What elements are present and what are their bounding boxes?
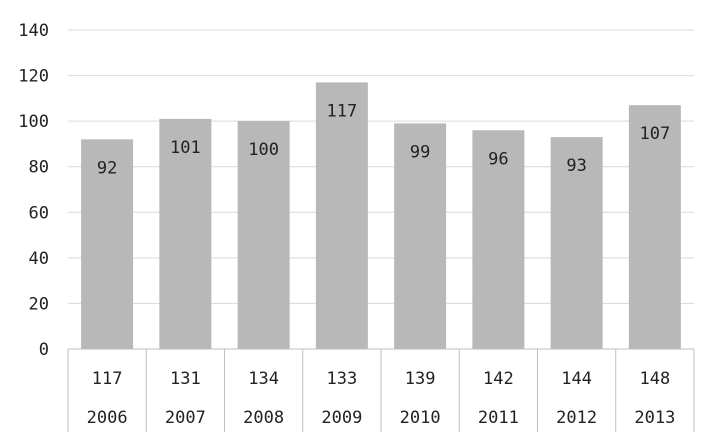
category-label-2011: 2011 bbox=[478, 408, 519, 428]
table-value-2013: 148 bbox=[640, 369, 671, 389]
table-value-2008: 134 bbox=[248, 369, 279, 389]
category-label-2010: 2010 bbox=[400, 408, 441, 428]
category-label-2008: 2008 bbox=[243, 408, 284, 428]
y-tick-label: 80 bbox=[29, 158, 49, 178]
y-tick-label: 40 bbox=[29, 249, 49, 269]
bar-2012 bbox=[550, 137, 603, 349]
data-label-2008: 100 bbox=[248, 140, 279, 160]
table-value-2006: 117 bbox=[92, 369, 123, 389]
bar-2013 bbox=[628, 105, 681, 349]
bar-2007 bbox=[159, 118, 212, 349]
y-axis-ticks: 0 20 40 60 80 100 120 140 bbox=[18, 21, 49, 360]
y-tick-label: 0 bbox=[39, 340, 49, 360]
category-table: 117 2006 131 2007 134 2008 133 2009 139 2010 142 20… bbox=[67, 348, 695, 432]
data-label-2009: 117 bbox=[327, 101, 358, 121]
category-label-2013: 2013 bbox=[634, 408, 675, 428]
y-tick-label: 100 bbox=[18, 112, 49, 132]
bar-2009 bbox=[315, 82, 368, 350]
table-value-2011: 142 bbox=[483, 369, 514, 389]
bar-2006 bbox=[81, 139, 134, 349]
table-value-2010: 139 bbox=[405, 369, 436, 389]
y-tick-label: 140 bbox=[18, 21, 49, 41]
table-value-2009: 133 bbox=[327, 369, 358, 389]
data-label-2010: 99 bbox=[410, 142, 430, 162]
bar-2010 bbox=[394, 123, 447, 350]
category-label-2006: 2006 bbox=[87, 408, 128, 428]
category-label-2012: 2012 bbox=[556, 408, 597, 428]
bar-2011 bbox=[472, 130, 525, 349]
data-label-2011: 96 bbox=[488, 149, 508, 169]
category-label-2009: 2009 bbox=[321, 408, 362, 428]
y-tick-label: 20 bbox=[29, 294, 49, 314]
bars bbox=[81, 82, 681, 350]
table-value-2012: 144 bbox=[561, 369, 592, 389]
y-tick-label: 120 bbox=[18, 67, 49, 87]
category-label-2007: 2007 bbox=[165, 408, 206, 428]
data-label-2007: 101 bbox=[170, 138, 201, 158]
y-tick-label: 60 bbox=[29, 203, 49, 223]
table-value-2007: 131 bbox=[170, 369, 201, 389]
data-label-2012: 93 bbox=[566, 156, 586, 176]
bar-2008 bbox=[237, 121, 290, 350]
data-label-2013: 107 bbox=[640, 124, 671, 144]
data-labels: 92 101 100 117 99 96 93 107 bbox=[97, 101, 670, 178]
data-label-2006: 92 bbox=[97, 158, 117, 178]
